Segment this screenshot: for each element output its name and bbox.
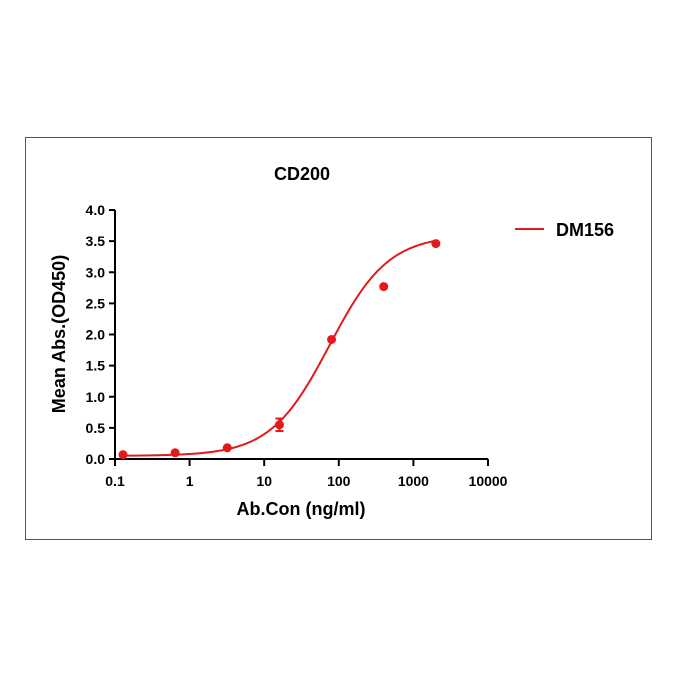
- y-tick-label: 4.0: [86, 202, 106, 218]
- legend-label-dm156: DM156: [556, 220, 614, 240]
- x-tick-label: 10000: [469, 473, 508, 489]
- x-ticks: 0.1 1 10 100 1000 10000: [105, 459, 508, 489]
- y-tick-label: 2.5: [86, 295, 106, 311]
- data-point: [379, 282, 389, 292]
- x-tick-label: 1: [186, 473, 194, 489]
- y-tick-label: 1.0: [86, 389, 106, 405]
- x-tick-label: 100: [327, 473, 351, 489]
- y-tick-label: 3.0: [86, 264, 106, 280]
- data-point: [327, 334, 337, 344]
- y-tick-label: 0.0: [86, 451, 106, 467]
- y-tick-label: 2.0: [86, 327, 106, 343]
- y-ticks: 0.0 0.5 1.0 1.5 2.0 2.5 3.0 3.5 4.0: [86, 202, 115, 467]
- x-axis-label: Ab.Con (ng/ml): [237, 499, 366, 519]
- chart-frame: [25, 137, 652, 540]
- data-points: [118, 239, 441, 460]
- data-point: [170, 448, 180, 458]
- plot-area: 0.0 0.5 1.0 1.5 2.0 2.5 3.0 3.5 4.0 0.1 1 10 100 100…: [86, 202, 508, 489]
- chart-title: CD200: [274, 164, 330, 184]
- x-tick-label: 0.1: [105, 473, 125, 489]
- data-point: [118, 450, 128, 460]
- data-point: [222, 443, 232, 453]
- x-tick-label: 10: [256, 473, 272, 489]
- y-tick-label: 1.5: [86, 358, 106, 374]
- x-tick-label: 1000: [398, 473, 429, 489]
- y-tick-label: 3.5: [86, 233, 106, 249]
- legend: DM156: [515, 220, 614, 240]
- data-point: [431, 239, 441, 249]
- y-axis-label: Mean Abs.(OD450): [49, 255, 69, 413]
- data-point: [274, 420, 284, 430]
- y-tick-label: 0.5: [86, 420, 106, 436]
